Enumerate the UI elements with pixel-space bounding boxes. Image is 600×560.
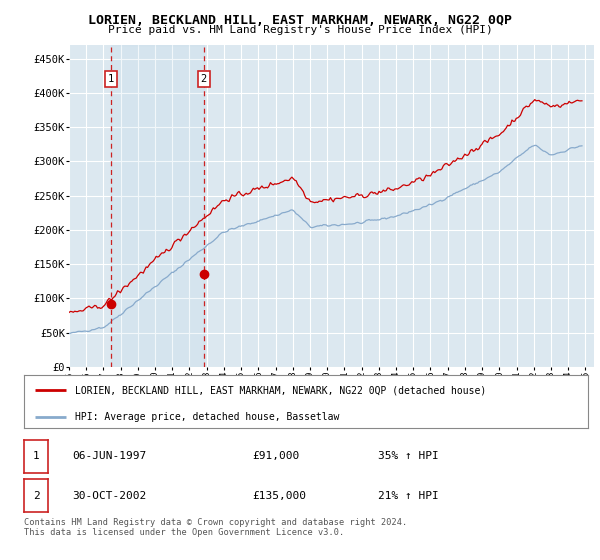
Text: 06-JUN-1997: 06-JUN-1997 [72,451,146,461]
Text: 2: 2 [200,74,207,84]
Text: Price paid vs. HM Land Registry's House Price Index (HPI): Price paid vs. HM Land Registry's House … [107,25,493,35]
Text: 1: 1 [32,451,40,461]
Text: £91,000: £91,000 [252,451,299,461]
Text: 2: 2 [32,491,40,501]
Text: 35% ↑ HPI: 35% ↑ HPI [378,451,439,461]
Text: 21% ↑ HPI: 21% ↑ HPI [378,491,439,501]
Text: HPI: Average price, detached house, Bassetlaw: HPI: Average price, detached house, Bass… [75,412,339,422]
Text: £135,000: £135,000 [252,491,306,501]
Text: LORIEN, BECKLAND HILL, EAST MARKHAM, NEWARK, NG22 0QP: LORIEN, BECKLAND HILL, EAST MARKHAM, NEW… [88,14,512,27]
Text: 1: 1 [108,74,114,84]
Text: 30-OCT-2002: 30-OCT-2002 [72,491,146,501]
Bar [111,45,204,367]
Text: Contains HM Land Registry data © Crown copyright and database right 2024.
This d: Contains HM Land Registry data © Crown c… [24,518,407,538]
Text: LORIEN, BECKLAND HILL, EAST MARKHAM, NEWARK, NG22 0QP (detached house): LORIEN, BECKLAND HILL, EAST MARKHAM, NEW… [75,385,486,395]
